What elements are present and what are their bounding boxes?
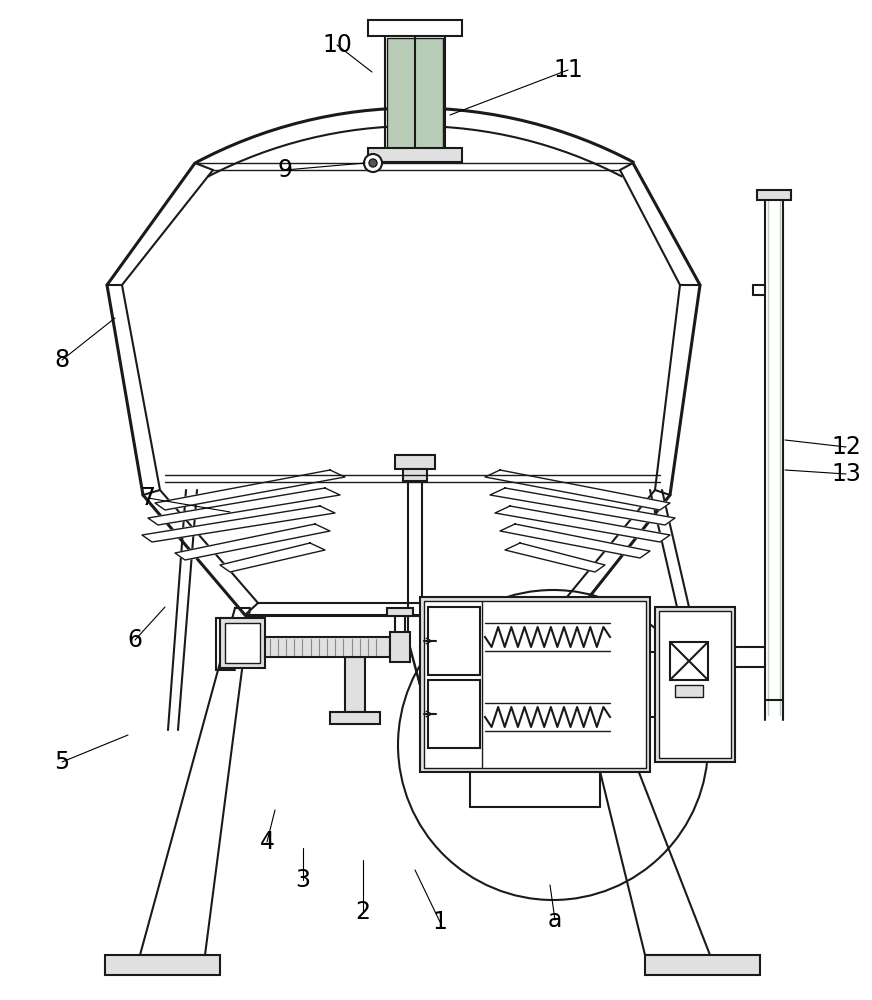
Bar bbox=[368, 148, 462, 162]
Polygon shape bbox=[495, 506, 670, 542]
Bar bbox=[225, 623, 260, 663]
Text: 11: 11 bbox=[553, 58, 582, 82]
Text: 12: 12 bbox=[831, 435, 861, 459]
Bar bbox=[420, 597, 650, 772]
Bar bbox=[645, 955, 760, 975]
Bar bbox=[265, 637, 390, 657]
Polygon shape bbox=[175, 524, 330, 560]
Polygon shape bbox=[220, 543, 325, 572]
Bar bbox=[655, 607, 735, 762]
Polygon shape bbox=[142, 506, 335, 542]
Bar bbox=[424, 601, 646, 768]
Text: 4: 4 bbox=[260, 830, 275, 854]
Text: 8: 8 bbox=[54, 348, 70, 372]
Text: 13: 13 bbox=[831, 462, 861, 486]
Text: 3: 3 bbox=[296, 868, 310, 892]
Polygon shape bbox=[140, 608, 250, 955]
Bar bbox=[368, 20, 462, 36]
Polygon shape bbox=[505, 543, 605, 572]
Text: 9: 9 bbox=[277, 158, 292, 182]
Bar bbox=[757, 190, 791, 200]
Bar bbox=[105, 955, 220, 975]
Polygon shape bbox=[500, 524, 650, 558]
Bar bbox=[395, 455, 435, 469]
Text: a: a bbox=[548, 908, 562, 932]
Bar bbox=[670, 642, 708, 680]
Bar bbox=[659, 611, 731, 758]
Polygon shape bbox=[485, 470, 670, 510]
Circle shape bbox=[364, 154, 382, 172]
Text: 5: 5 bbox=[54, 750, 70, 774]
Text: 1: 1 bbox=[433, 910, 447, 934]
Bar bbox=[390, 632, 410, 662]
Text: 6: 6 bbox=[127, 628, 142, 652]
Circle shape bbox=[369, 159, 377, 167]
Text: 7: 7 bbox=[140, 486, 155, 510]
Bar bbox=[345, 657, 365, 712]
Bar bbox=[330, 712, 380, 724]
Polygon shape bbox=[560, 608, 710, 955]
Text: 2: 2 bbox=[356, 900, 371, 924]
Bar bbox=[220, 618, 265, 668]
Bar bbox=[428, 680, 480, 748]
Text: 10: 10 bbox=[322, 33, 352, 57]
Bar bbox=[387, 38, 443, 148]
Polygon shape bbox=[490, 488, 675, 525]
Bar bbox=[403, 469, 427, 481]
Polygon shape bbox=[148, 488, 340, 525]
Polygon shape bbox=[155, 470, 345, 510]
Bar bbox=[428, 607, 480, 675]
Bar bbox=[387, 608, 413, 616]
Bar bbox=[675, 685, 703, 697]
